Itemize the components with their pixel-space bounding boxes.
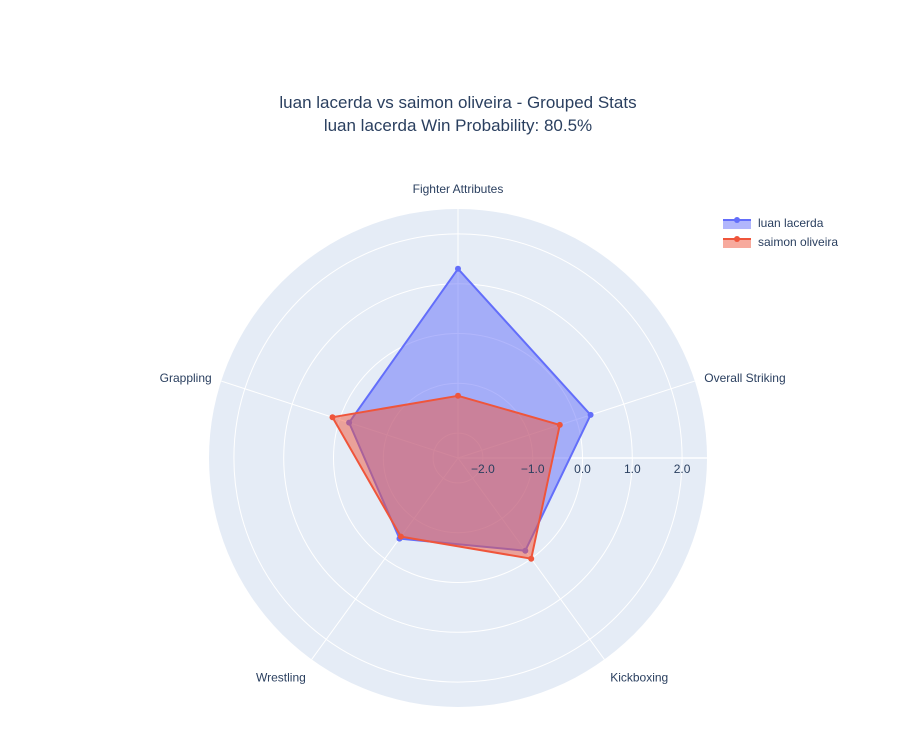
chart-title-line1: luan lacerda vs saimon oliveira - Groupe… [279,93,636,112]
legend: luan lacerda saimon oliveira [723,216,838,249]
data-point[interactable] [455,392,461,399]
data-point[interactable] [556,421,563,428]
legend-swatch [723,220,751,229]
angular-axis-label: Fighter Attributes [413,182,504,196]
legend-marker [734,236,740,242]
radial-tick-label: 2.0 [674,462,691,476]
angular-axis-label: Wrestling [256,671,306,685]
legend-label: saimon oliveira [758,235,838,249]
chart-title-line2: luan lacerda Win Probability: 80.5% [324,116,592,135]
legend-item[interactable]: saimon oliveira [723,235,838,249]
data-point[interactable] [587,411,594,418]
series-1 [329,392,563,562]
legend-swatch [723,239,751,248]
angular-axis-label: Overall Striking [704,371,785,385]
legend-label: luan lacerda [758,216,824,230]
series-area [331,394,561,560]
radial-tick-label: 1.0 [624,462,641,476]
angular-axis-labels: Fighter Attributes Overall Striking Kickbo… [160,182,786,685]
radial-tick-label: −2.0 [471,462,495,476]
angular-axis-label: Kickboxing [610,671,668,685]
data-point[interactable] [329,414,336,421]
data-point[interactable] [397,533,404,540]
series-layer [329,265,594,562]
data-point[interactable] [455,265,461,272]
legend-marker [734,217,740,223]
radial-tick-label: 0.0 [574,462,591,476]
angular-axis-label: Grappling [160,371,212,385]
radial-tick-label: −1.0 [521,462,545,476]
legend-item[interactable]: luan lacerda [723,216,824,230]
radial-tick-labels: −2.0 −1.0 0.0 1.0 2.0 [471,462,691,476]
data-point[interactable] [528,555,535,562]
